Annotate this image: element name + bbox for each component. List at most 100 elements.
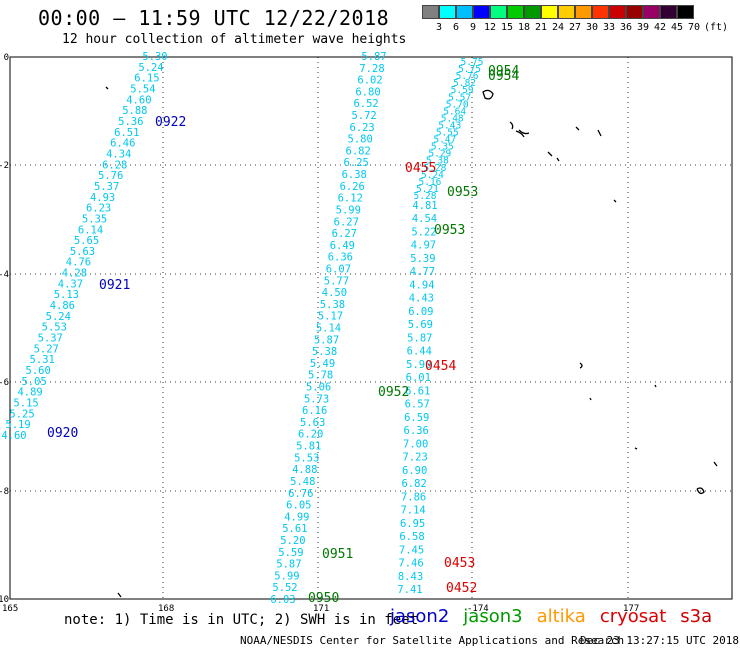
colorbar-tick-label: 3 — [435, 22, 443, 33]
wave-height-value: 7.14 — [400, 505, 425, 517]
map-subtitle: 12 hour collection of altimeter wave hei… — [62, 32, 407, 47]
island-outline — [509, 121, 525, 138]
wave-height-value: 6.15 — [134, 73, 159, 85]
wave-height-value: 6.02 — [357, 75, 382, 87]
pass-time-label: 0454 — [425, 359, 456, 374]
pass-time-label: 0953 — [447, 185, 478, 200]
latitude-tick-label: -8 — [0, 487, 9, 497]
track-jason2-west: 5.305.246.155.544.605.885.366.516.464.34… — [1, 51, 167, 442]
wave-height-value: 5.61 — [282, 523, 307, 535]
colorbar-swatch — [524, 5, 541, 19]
wave-height-value: 5.55 — [436, 128, 459, 139]
wave-height-value: 5.43 — [438, 120, 461, 131]
colorbar-tick-label: 12 — [483, 22, 497, 33]
wave-height-value: 6.12 — [338, 193, 363, 205]
wave-height-value: 6.28 — [102, 159, 127, 171]
wave-height-value: 5.20 — [280, 535, 305, 547]
wave-height-value: 5.59 — [451, 85, 474, 96]
pass-time-label: 0920 — [47, 426, 78, 441]
wave-height-value: 6.46 — [110, 138, 135, 150]
colorbar-tick-label: 33 — [602, 22, 616, 33]
wave-height-value: 4.43 — [409, 293, 434, 305]
wave-height-value: 5.39 — [410, 253, 435, 265]
wave-height-value: 4.77 — [410, 266, 435, 278]
colorbar-tick-label: 45 — [670, 22, 684, 33]
island-outline — [696, 487, 705, 495]
pass-time-label: 0951 — [322, 547, 353, 562]
colorbar-tick-label: 42 — [653, 22, 667, 33]
legend-altika: altika — [536, 606, 586, 627]
wave-height-value: 5.19 — [5, 419, 30, 431]
wave-height-value: 4.97 — [411, 240, 436, 252]
colorbar-swatch — [490, 5, 507, 19]
wave-height-value: 6.80 — [355, 86, 380, 98]
wave-height-value: 4.60 — [1, 430, 26, 442]
wave-height-value: 5.38 — [426, 156, 449, 167]
pass-time-label: 0922 — [155, 115, 186, 130]
wave-height-value: 6.82 — [346, 145, 371, 157]
legend-jason2: jason2 — [390, 606, 450, 627]
latitude-tick-label: 0 — [4, 53, 9, 63]
colorbar-swatch — [473, 5, 490, 19]
colorbar-tick-label: 30 — [585, 22, 599, 33]
colorbar-tick-label: 18 — [517, 22, 531, 33]
wave-height-value: 5.49 — [310, 358, 335, 370]
wave-height-value: 5.13 — [54, 289, 79, 301]
wave-height-value: 5.15 — [13, 398, 38, 410]
wave-height-value: 4.89 — [17, 387, 42, 399]
colorbar-tick-label: 9 — [469, 22, 477, 33]
wave-height-value: 6.59 — [404, 412, 429, 424]
wave-height-value: 5.53 — [42, 322, 67, 334]
wave-height-value: 6.05 — [286, 500, 311, 512]
wave-height-value: 5.24 — [138, 62, 163, 74]
wave-height-value: 8.43 — [398, 571, 423, 583]
wave-height-value: 5.88 — [122, 105, 147, 117]
wave-height-value: 7.46 — [398, 558, 423, 570]
longitude-tick-label: -174 — [467, 604, 489, 614]
wave-height-value: 4.60 — [126, 94, 151, 106]
units-note: note: 1) Time is in UTC; 2) SWH is in fe… — [64, 612, 419, 628]
wave-height-value: 4.34 — [106, 148, 131, 160]
colorbar-swatch — [541, 5, 558, 19]
wave-height-value: 6.14 — [78, 224, 103, 236]
wave-height-value: 6.26 — [340, 181, 365, 193]
colorbar-swatch — [558, 5, 575, 19]
wave-height-value: 5.57 — [448, 92, 471, 103]
wave-height-value: 5.69 — [408, 319, 433, 331]
wave-height-value: 5.59 — [278, 547, 303, 559]
wave-height-value: 7.28 — [359, 63, 384, 75]
wave-height-colorbar — [422, 5, 694, 19]
pass-time-label: 0921 — [99, 278, 130, 293]
island-outline — [482, 89, 494, 100]
wave-height-value: 5.75 — [461, 57, 484, 68]
wave-height-value: 5.63 — [300, 417, 325, 429]
wave-height-value: 6.95 — [400, 518, 425, 530]
wave-height-value: 5.99 — [274, 570, 299, 582]
longitude-tick-label: 168 — [158, 604, 174, 614]
colorbar-labels: 3 6 9 12 15 18 21 24 27 30 33 36 39 42 45 70 (ft) — [422, 22, 740, 36]
wave-height-value: 5.70 — [446, 99, 469, 110]
wave-height-value: 5.17 — [318, 311, 343, 323]
wave-height-value: 4.88 — [292, 464, 317, 476]
pass-time-label: 0954 — [488, 64, 519, 79]
colorbar-tick-label: 70 — [687, 22, 701, 33]
wave-height-value: 5.87 — [314, 334, 339, 346]
altimeter-tracks: 5.305.246.155.544.605.885.366.516.464.34… — [1, 51, 483, 606]
wave-height-value: 5.14 — [316, 323, 341, 335]
wave-height-value: 4.54 — [412, 213, 437, 225]
wave-height-value: 5.87 — [276, 559, 301, 571]
island-outline — [105, 86, 122, 598]
map-gridlines — [9, 56, 732, 600]
wave-height-value: 5.60 — [26, 365, 51, 377]
wave-height-value: 5.29 — [428, 149, 451, 160]
legend-cryosat: cryosat — [599, 606, 667, 627]
colorbar-swatch — [609, 5, 626, 19]
wave-height-value: 5.24 — [421, 170, 444, 181]
wave-height-value: 6.36 — [328, 252, 353, 264]
wave-height-value: 5.06 — [306, 382, 331, 394]
colorbar-tick-label: 24 — [551, 22, 565, 33]
colorbar-tick-label: 36 — [619, 22, 633, 33]
pass-time-label: 0455 — [405, 161, 436, 176]
